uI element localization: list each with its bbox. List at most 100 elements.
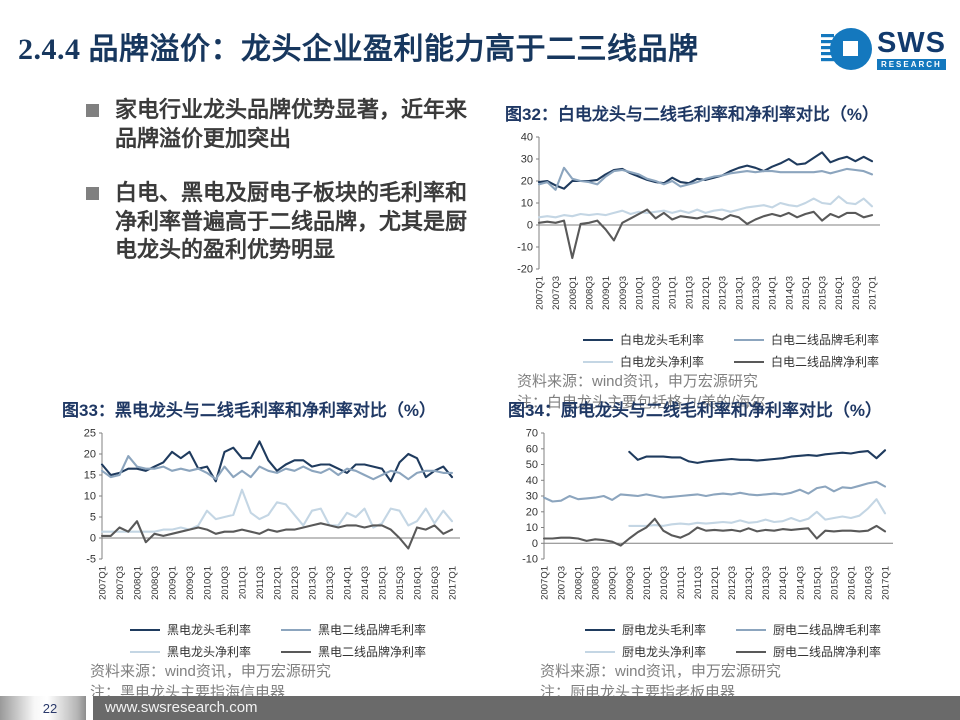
footer-url[interactable]: www.swsresearch.com xyxy=(93,696,960,720)
chart-figure-32: 图32：白电龙头与二线毛利率和净利率对比（%） -20 -10 0 10 20 30 40 2… xyxy=(505,100,957,414)
y-tick-label: 60 xyxy=(526,443,538,455)
y-tick-label: 20 xyxy=(521,176,533,188)
x-tick-label: 2013Q1 xyxy=(734,276,745,310)
legend-item: 厨电龙头净利率 xyxy=(584,643,706,660)
x-tick-label: 2007Q3 xyxy=(551,276,562,310)
legend-item: 黑电二线品牌毛利率 xyxy=(281,621,426,638)
x-tick-label: 2008Q3 xyxy=(591,566,602,600)
x-tick-label: 2013Q3 xyxy=(761,566,772,600)
x-tick-label: 2017Q1 xyxy=(881,566,892,600)
series-line xyxy=(537,208,874,260)
x-tick-label: 2011Q1 xyxy=(668,276,679,309)
y-tick-label: 0 xyxy=(527,220,533,232)
series-line xyxy=(537,195,874,219)
x-tick-label: 2009Q1 xyxy=(168,566,179,600)
sws-logo: SWS RESEARCH xyxy=(820,22,946,76)
chart-title: 图33：黑电龙头与二线毛利率和净利率对比（%） xyxy=(62,401,437,420)
legend-item: 厨电二线品牌净利率 xyxy=(736,643,881,660)
series-line xyxy=(100,520,454,550)
bullet-list: 家电行业龙头品牌优势显著，近年来品牌溢价更加突出 白电、黑电及厨电子板块的毛利率… xyxy=(86,96,486,291)
y-tick-label: 30 xyxy=(521,154,533,166)
x-tick-label: 2013Q3 xyxy=(751,276,762,310)
chart-legend: 厨电龙头毛利率 厨电二线品牌毛利率 厨电龙头净利率 厨电二线品牌净利率 xyxy=(584,621,881,660)
legend-item: 白电龙头净利率 xyxy=(582,353,704,370)
x-tick-label: 2017Q1 xyxy=(448,566,459,600)
legend-swatch xyxy=(736,650,766,653)
y-tick-label: 50 xyxy=(526,459,538,471)
y-tick-label: 20 xyxy=(526,506,538,518)
x-tick-label: 2010Q3 xyxy=(651,276,662,310)
legend-swatch xyxy=(734,338,764,341)
y-tick-label: 40 xyxy=(526,475,538,487)
x-tick-label: 2009Q1 xyxy=(608,566,619,600)
x-tick-label: 2007Q1 xyxy=(540,566,551,600)
x-tick-label: 2013Q1 xyxy=(744,566,755,600)
x-tick-label: 2014Q3 xyxy=(360,566,371,600)
x-tick-label: 2015Q1 xyxy=(801,276,812,310)
chart-note: 注：白电龙头主要包括格力/美的/海尔 xyxy=(517,394,766,412)
sws-logo-text: SWS RESEARCH xyxy=(876,26,946,70)
x-tick-label: 2014Q3 xyxy=(784,276,795,310)
y-tick-label: 70 xyxy=(526,428,538,440)
chart-title: 图32：白电龙头与二线毛利率和净利率对比（%） xyxy=(505,105,880,124)
sws-logo-sws: SWS xyxy=(876,26,946,59)
x-tick-label: 2011Q1 xyxy=(676,566,687,599)
x-tick-label: 2009Q3 xyxy=(618,276,629,310)
x-tick-label: 2010Q3 xyxy=(220,566,231,600)
series-line xyxy=(542,517,887,547)
y-tick-label: 10 xyxy=(84,491,96,503)
x-tick-label: 2008Q3 xyxy=(585,276,596,310)
bullet-item: 家电行业龙头品牌优势显著，近年来品牌溢价更加突出 xyxy=(86,96,486,153)
x-tick-label: 2013Q3 xyxy=(325,566,336,600)
x-tick-label: 2014Q1 xyxy=(768,276,779,310)
y-tick-label: 20 xyxy=(84,449,96,461)
y-tick-label: 5 xyxy=(90,512,96,524)
series-line xyxy=(542,480,887,503)
legend-swatch xyxy=(734,360,764,363)
chart-source: 资料来源：wind资讯，申万宏源研究 xyxy=(540,663,781,680)
series-line xyxy=(628,449,887,464)
x-tick-label: 2011Q3 xyxy=(684,276,695,309)
sws-globe-icon xyxy=(820,28,872,70)
y-tick-label: 10 xyxy=(526,522,538,534)
bullet-text: 家电行业龙头品牌优势显著，近年来品牌溢价更加突出 xyxy=(115,97,468,151)
legend-item: 黑电二线品牌净利率 xyxy=(281,643,426,660)
y-tick-label: 15 xyxy=(84,470,96,482)
y-tick-label: -10 xyxy=(522,554,538,566)
chart-title: 图34：厨电龙头与二线毛利率和净利率对比（%） xyxy=(508,401,883,420)
y-tick-label: 10 xyxy=(521,198,533,210)
x-tick-label: 2007Q1 xyxy=(98,566,109,600)
legend-label: 白电龙头毛利率 xyxy=(619,333,704,347)
legend-swatch xyxy=(281,650,311,653)
x-tick-label: 2012Q1 xyxy=(710,566,721,600)
legend-item: 黑电龙头净利率 xyxy=(129,643,251,660)
legend-item: 白电二线品牌毛利率 xyxy=(734,331,879,348)
x-tick-label: 2014Q3 xyxy=(795,566,806,600)
legend-label: 白电二线品牌毛利率 xyxy=(771,333,880,347)
chart-figure-33: 图33：黑电龙头与二线毛利率和净利率对比（%） -5 0 5 10 15 20 25 2007… xyxy=(62,396,494,704)
legend-swatch xyxy=(582,338,613,341)
sws-logo-research: RESEARCH xyxy=(876,58,946,70)
legend-label: 厨电二线品牌净利率 xyxy=(773,645,882,659)
y-tick-label: 40 xyxy=(521,132,533,144)
legend-item: 白电二线品牌净利率 xyxy=(734,353,879,370)
y-tick-label: 0 xyxy=(532,538,538,550)
x-tick-label: 2010Q1 xyxy=(642,566,653,600)
chart-figure-34: 图34：厨电龙头与二线毛利率和净利率对比（%） -10 0 10 20 30 40 50 60… xyxy=(508,396,958,704)
x-tick-label: 2014Q1 xyxy=(778,566,789,600)
series-line xyxy=(628,498,887,527)
x-tick-label: 2012Q1 xyxy=(273,566,284,600)
y-tick-label: -10 xyxy=(517,242,533,254)
x-tick-label: 2008Q1 xyxy=(568,276,579,310)
x-tick-label: 2015Q1 xyxy=(812,566,823,600)
y-tick-label: -5 xyxy=(86,554,96,566)
line-chart-white-goods: -20 -10 0 10 20 30 40 2007Q1 2007Q3 2008Q1 2008Q3 2… xyxy=(517,132,880,310)
x-tick-label: 2012Q1 xyxy=(701,276,712,310)
x-tick-label: 2012Q3 xyxy=(290,566,301,600)
chart-source: 资料来源：wind资讯，申万宏源研究 xyxy=(90,663,331,680)
page-title: 2.4.4 品牌溢价：龙头企业盈利能力高于二三线品牌 xyxy=(18,33,699,66)
legend-label: 黑电二线品牌净利率 xyxy=(318,645,427,659)
x-tick-label: 2010Q1 xyxy=(203,566,214,600)
legend-item: 白电龙头毛利率 xyxy=(582,331,704,348)
legend-swatch xyxy=(736,628,766,631)
